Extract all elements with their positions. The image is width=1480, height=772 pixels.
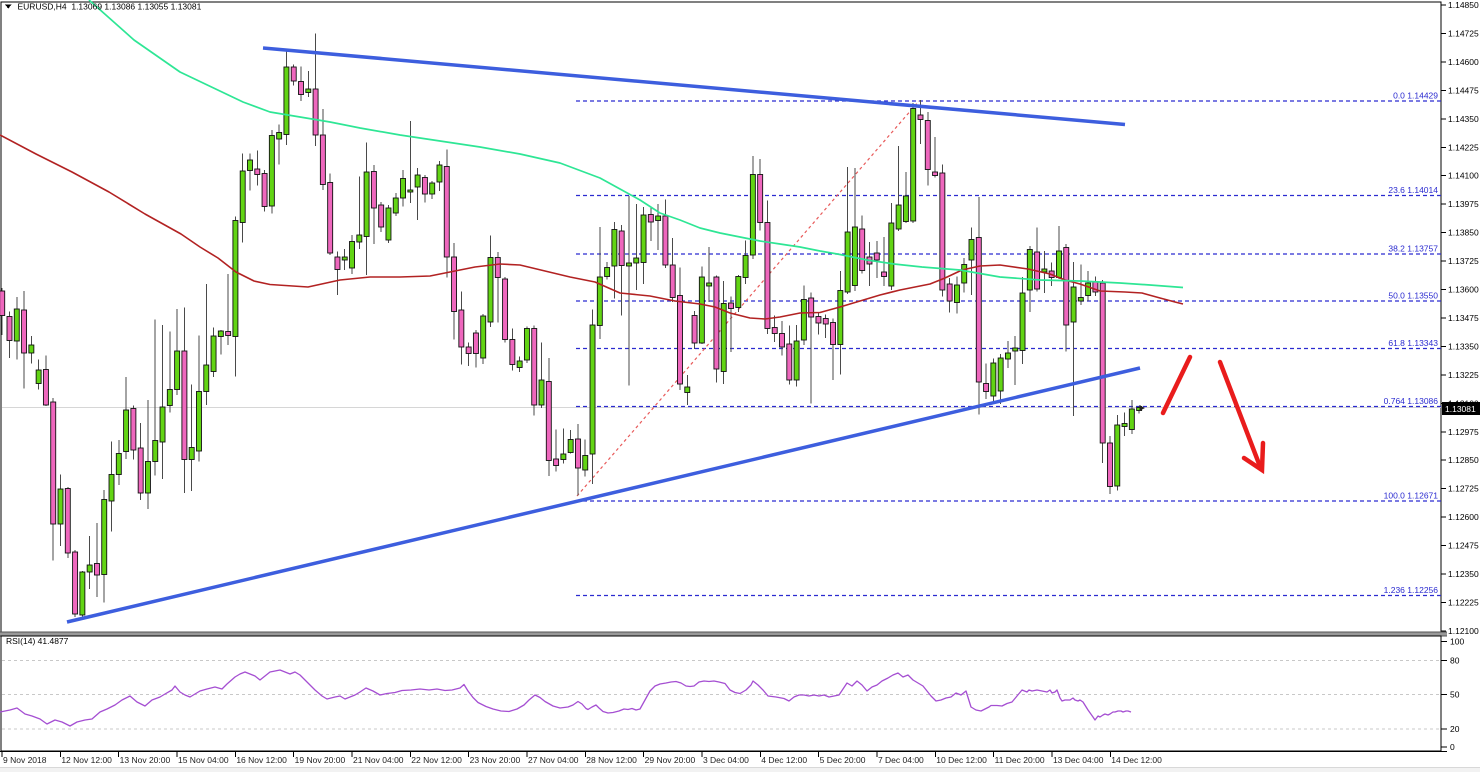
svg-text:22 Nov 12:00: 22 Nov 12:00 (411, 755, 462, 765)
svg-text:3 Dec 04:00: 3 Dec 04:00 (703, 755, 749, 765)
svg-text:21 Nov 04:00: 21 Nov 04:00 (353, 755, 404, 765)
svg-text:RSI(14) 41.4877: RSI(14) 41.4877 (6, 636, 69, 646)
svg-text:9 Nov 2018: 9 Nov 2018 (3, 755, 47, 765)
svg-text:1.12600: 1.12600 (1448, 512, 1479, 522)
svg-text:1.12725: 1.12725 (1448, 484, 1479, 494)
svg-text:1.14850: 1.14850 (1448, 0, 1479, 10)
svg-text:80: 80 (1450, 656, 1460, 666)
svg-text:10 Dec 12:00: 10 Dec 12:00 (936, 755, 987, 765)
svg-text:1.236 1.12256: 1.236 1.12256 (1384, 585, 1439, 595)
svg-text:38.2 1.13757: 38.2 1.13757 (1388, 244, 1438, 254)
svg-text:1.12975: 1.12975 (1448, 427, 1479, 437)
svg-text:1.12100: 1.12100 (1448, 626, 1479, 636)
svg-text:1.14350: 1.14350 (1448, 114, 1479, 124)
svg-text:0.764 1.13086: 0.764 1.13086 (1384, 396, 1439, 406)
svg-text:1.14100: 1.14100 (1448, 171, 1479, 181)
svg-text:1.13725: 1.13725 (1448, 256, 1479, 266)
svg-text:19 Nov 20:00: 19 Nov 20:00 (295, 755, 346, 765)
svg-text:11 Dec 20:00: 11 Dec 20:00 (995, 755, 1045, 765)
svg-text:23 Nov 20:00: 23 Nov 20:00 (470, 755, 521, 765)
svg-text:100.0 1.12671: 100.0 1.12671 (1384, 491, 1439, 501)
svg-text:27 Nov 04:00: 27 Nov 04:00 (528, 755, 579, 765)
svg-text:1.14225: 1.14225 (1448, 142, 1479, 152)
svg-text:50.0 1.13550: 50.0 1.13550 (1388, 291, 1438, 301)
svg-text:16 Nov 12:00: 16 Nov 12:00 (236, 755, 287, 765)
svg-text:15 Nov 04:00: 15 Nov 04:00 (178, 755, 229, 765)
svg-text:1.13600: 1.13600 (1448, 285, 1479, 295)
svg-text:23.6 1.14014: 23.6 1.14014 (1388, 185, 1438, 195)
svg-text:12 Nov 12:00: 12 Nov 12:00 (61, 755, 112, 765)
svg-text:1.14725: 1.14725 (1448, 28, 1479, 38)
svg-text:1.14475: 1.14475 (1448, 85, 1479, 95)
svg-text:28 Nov 12:00: 28 Nov 12:00 (586, 755, 637, 765)
svg-text:13 Dec 04:00: 13 Dec 04:00 (1053, 755, 1104, 765)
svg-text:61.8 1.13343: 61.8 1.13343 (1388, 338, 1438, 348)
svg-text:50: 50 (1450, 690, 1460, 700)
svg-text:1.13850: 1.13850 (1448, 228, 1479, 238)
svg-text:1.12350: 1.12350 (1448, 569, 1479, 579)
svg-text:0: 0 (1450, 742, 1455, 752)
svg-text:29 Nov 20:00: 29 Nov 20:00 (645, 755, 696, 765)
svg-text:1.12225: 1.12225 (1448, 597, 1479, 607)
svg-text:1.13350: 1.13350 (1448, 341, 1479, 351)
svg-text:1.13975: 1.13975 (1448, 199, 1479, 209)
svg-text:1.13225: 1.13225 (1448, 370, 1479, 380)
svg-text:4 Dec 12:00: 4 Dec 12:00 (761, 755, 807, 765)
svg-text:100: 100 (1450, 637, 1464, 647)
svg-text:1.14600: 1.14600 (1448, 57, 1479, 67)
svg-text:1.13475: 1.13475 (1448, 313, 1479, 323)
svg-text:7 Dec 04:00: 7 Dec 04:00 (878, 755, 924, 765)
svg-text:20: 20 (1450, 724, 1460, 734)
svg-text:0.0 1.14429: 0.0 1.14429 (1393, 91, 1438, 101)
svg-text:14 Dec 12:00: 14 Dec 12:00 (1111, 755, 1162, 765)
svg-text:1.12475: 1.12475 (1448, 541, 1479, 551)
svg-text:5 Dec 20:00: 5 Dec 20:00 (820, 755, 866, 765)
svg-text:13 Nov 20:00: 13 Nov 20:00 (120, 755, 171, 765)
svg-text:1.12850: 1.12850 (1448, 455, 1479, 465)
svg-text:1.13081: 1.13081 (1445, 404, 1476, 414)
svg-text:EURUSD,H4 1.13069 1.13086 1.1: EURUSD,H4 1.13069 1.13086 1.13055 1.1308… (18, 2, 202, 12)
